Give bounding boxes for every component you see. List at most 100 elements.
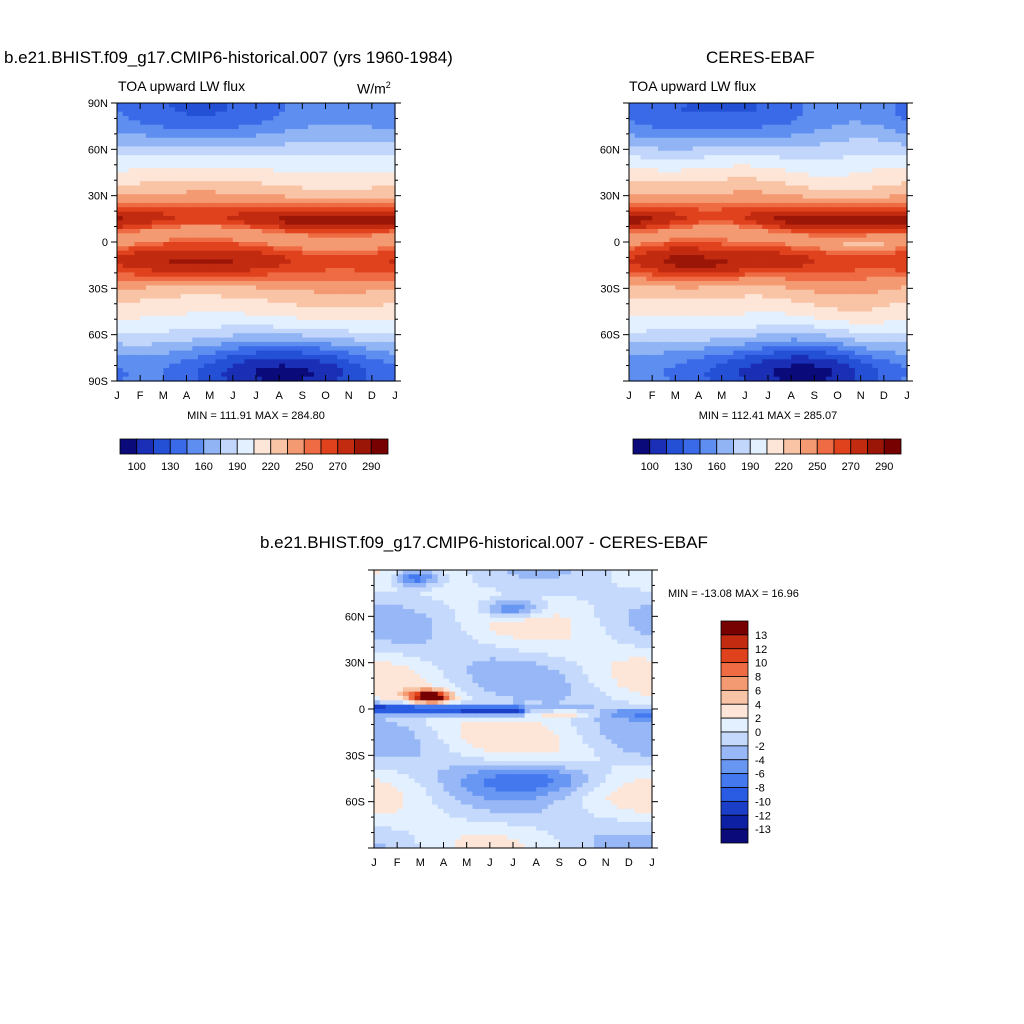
heatmap-cell	[843, 246, 850, 252]
heatmap-cell	[808, 120, 815, 126]
heatmap-cell	[163, 259, 170, 265]
heatmap-cell	[669, 137, 676, 143]
heatmap-cell	[284, 259, 292, 265]
heatmap-cell	[675, 150, 682, 156]
heatmap-cell	[215, 107, 222, 113]
heatmap-cell	[209, 320, 217, 326]
heatmap-cell	[140, 137, 147, 143]
heatmap-cell	[273, 372, 280, 378]
heatmap-cell	[122, 237, 130, 243]
heatmap-cell	[681, 181, 688, 187]
heatmap-cell	[250, 359, 257, 365]
heatmap-cell	[221, 107, 228, 113]
heatmap-cell	[296, 124, 303, 130]
heatmap-cell	[756, 176, 763, 182]
heatmap-cell	[273, 246, 280, 252]
heatmap-cell	[762, 202, 769, 208]
heatmap-cell	[198, 228, 205, 234]
heatmap-cell	[866, 103, 873, 108]
heatmap-cell	[244, 215, 251, 221]
heatmap-cell	[157, 359, 164, 365]
heatmap-cell	[901, 142, 908, 148]
heatmap-cell	[860, 129, 868, 134]
heatmap-cell	[739, 189, 746, 195]
heatmap-cell	[174, 341, 182, 347]
heatmap-cell	[273, 228, 280, 234]
heatmap-cell	[232, 341, 240, 347]
heatmap-cell	[198, 202, 205, 208]
heatmap-cell	[296, 341, 303, 347]
heatmap-cell	[325, 120, 332, 126]
heatmap-cell	[302, 137, 309, 143]
heatmap-cell	[825, 146, 833, 152]
heatmap-cell	[692, 259, 700, 265]
heatmap-cell	[377, 142, 385, 148]
heatmap-cell	[325, 155, 332, 161]
heatmap-cell	[389, 294, 396, 300]
heatmap-cell	[209, 168, 217, 174]
heatmap-cell	[785, 189, 792, 195]
heatmap-cell	[872, 242, 879, 247]
heatmap-cell	[267, 328, 274, 334]
colorbar-label: 100	[128, 461, 146, 473]
heatmap-cell	[238, 246, 246, 252]
heatmap-cell	[366, 124, 373, 130]
heatmap-cell	[337, 142, 344, 148]
heatmap-cell	[383, 268, 390, 273]
heatmap-cell	[646, 107, 653, 113]
heatmap-cell	[256, 207, 263, 213]
heatmap-cell	[354, 172, 361, 178]
heatmap-cell	[354, 307, 361, 313]
heatmap-cell	[250, 185, 257, 191]
heatmap-cell	[646, 237, 653, 243]
heatmap-cell	[646, 172, 653, 178]
heatmap-cell	[302, 302, 309, 308]
heatmap-cell	[174, 233, 182, 239]
heatmap-cell	[663, 255, 671, 260]
heatmap-cell	[238, 111, 246, 117]
heatmap-cell	[634, 172, 642, 178]
heatmap-cell	[140, 259, 147, 265]
heatmap-cell	[186, 333, 193, 339]
heatmap-cell	[313, 228, 321, 234]
heatmap-cell	[768, 142, 775, 148]
heatmap-cell	[273, 237, 280, 243]
heatmap-cell	[238, 294, 246, 300]
heatmap-cell	[163, 276, 170, 282]
heatmap-cell	[284, 350, 292, 356]
heatmap-cell	[227, 142, 234, 148]
heatmap-cell	[389, 137, 396, 143]
heatmap-cell	[692, 263, 700, 269]
heatmap-cell	[348, 168, 356, 174]
heatmap-cell	[244, 168, 251, 174]
heatmap-cell	[727, 159, 734, 165]
heatmap-cell	[762, 120, 769, 126]
heatmap-cell	[843, 228, 850, 234]
heatmap-cell	[773, 220, 781, 226]
heatmap-cell	[117, 259, 124, 265]
heatmap-cell	[256, 150, 263, 156]
heatmap-cell	[663, 202, 671, 208]
heatmap-cell	[209, 298, 217, 304]
heatmap-cell	[360, 146, 367, 152]
heatmap-cell	[342, 346, 350, 352]
heatmap-cell	[122, 307, 130, 313]
heatmap-cell	[889, 103, 897, 108]
heatmap-cell	[273, 176, 280, 182]
heatmap-cell	[669, 176, 676, 182]
heatmap-cell	[762, 124, 769, 130]
heatmap-cell	[331, 346, 338, 352]
heatmap-cell	[796, 211, 804, 217]
heatmap-cell	[360, 129, 367, 134]
heatmap-cell	[186, 298, 193, 304]
heatmap-cell	[215, 202, 222, 208]
heatmap-cell	[843, 189, 850, 195]
heatmap-cell	[337, 150, 344, 156]
heatmap-cell	[169, 155, 176, 161]
heatmap-cell	[389, 276, 396, 282]
heatmap-cell	[820, 207, 827, 213]
heatmap-cell	[232, 129, 240, 134]
month-label: O	[321, 390, 330, 402]
heatmap-cell	[698, 259, 705, 265]
heatmap-cell	[186, 133, 193, 139]
